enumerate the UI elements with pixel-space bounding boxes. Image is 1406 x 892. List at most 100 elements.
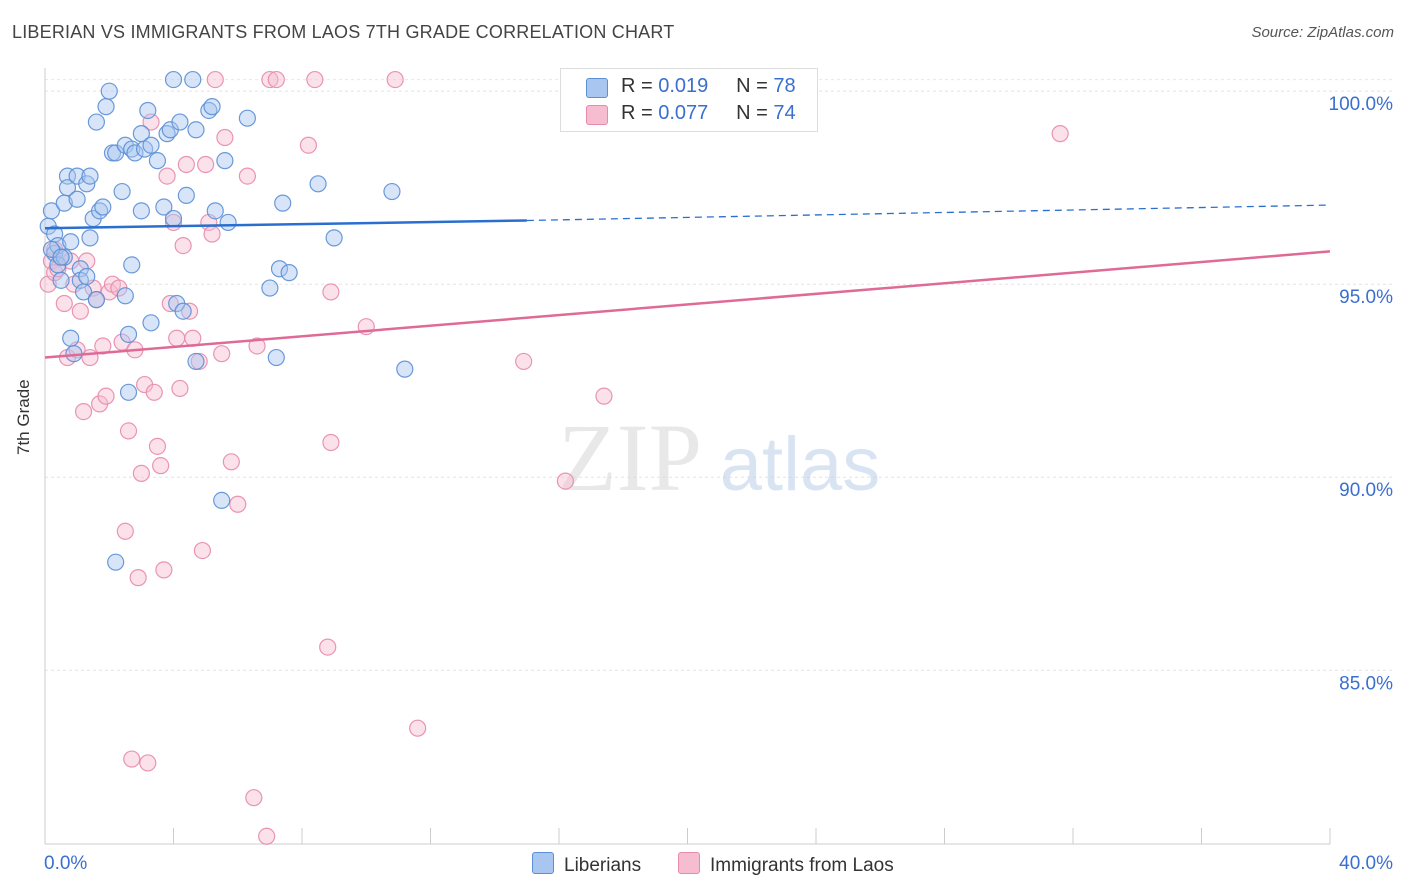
laos-point	[319, 638, 337, 656]
laos-point	[1051, 125, 1069, 143]
laos-point	[238, 167, 256, 185]
liberian-point	[309, 175, 327, 193]
r-value: 0.019	[658, 75, 709, 97]
watermark-zip: ZIP	[558, 404, 702, 511]
r-label: R =	[621, 102, 653, 124]
source-label: Source: ZipAtlas.com	[1251, 24, 1394, 41]
laos-point	[139, 754, 157, 772]
liberian-point	[52, 271, 70, 289]
liberian-point	[155, 198, 173, 216]
laos-point	[306, 70, 324, 89]
liberian-point	[52, 248, 70, 266]
liberian-point	[164, 209, 183, 228]
laos-point	[132, 464, 150, 482]
laos-point	[229, 495, 247, 513]
laos-point	[81, 348, 99, 367]
x-tick-label: 40.0%	[1339, 853, 1393, 874]
laos-point	[258, 827, 276, 845]
liberian-point	[206, 202, 224, 220]
n-label: N =	[736, 102, 768, 124]
laos-swatch	[678, 852, 700, 874]
liberian-point	[94, 198, 112, 216]
legend-label: Liberians	[564, 855, 642, 876]
liberian-point	[87, 291, 106, 309]
liberian-point	[119, 383, 138, 401]
liberian-point	[100, 82, 118, 100]
liberian-point	[216, 152, 234, 170]
laos-point	[193, 541, 212, 560]
liberian-point	[87, 113, 106, 131]
laos-point	[129, 569, 147, 587]
liberian-point	[219, 213, 237, 232]
watermark-atlas: atlas	[720, 422, 881, 507]
laos-point	[515, 352, 533, 371]
laos-point	[71, 302, 89, 320]
laos-point	[322, 433, 340, 452]
laos-point	[152, 457, 170, 475]
liberian-point	[270, 260, 289, 278]
chart-title: LIBERIAN VS IMMIGRANTS FROM LAOS 7TH GRA…	[12, 22, 675, 42]
series-immigrants-from-laos-points	[39, 70, 1069, 845]
liberian-point	[68, 190, 86, 208]
x-tick-labels: 0.0% 40.0%	[44, 853, 1393, 874]
liberian-point	[213, 491, 231, 509]
liberian-point	[126, 144, 144, 162]
liberian-point	[203, 98, 221, 116]
legend-label: Immigrants from Laos	[710, 855, 894, 876]
liberian-point	[62, 329, 80, 347]
laos-point	[55, 294, 73, 313]
liberians-swatch	[532, 852, 554, 874]
laos-point	[299, 136, 318, 154]
y-tick-label: 100.0%	[1329, 94, 1394, 115]
liberian-point	[174, 302, 192, 320]
laos-point	[180, 302, 199, 320]
liberian-point	[396, 360, 414, 378]
laos-point	[386, 70, 404, 89]
laos-point	[409, 719, 427, 737]
y-tick-label: 85.0%	[1339, 673, 1393, 694]
laos-point	[206, 70, 224, 89]
laos-point	[322, 283, 340, 301]
y-tick-labels: 85.0% 90.0% 95.0% 100.0%	[1329, 94, 1394, 694]
liberian-point	[107, 553, 125, 571]
legend-item-liberians[interactable]: Liberians	[532, 852, 641, 877]
liberian-point	[187, 352, 205, 371]
liberian-point	[325, 229, 343, 247]
liberian-point	[383, 182, 401, 201]
trend-lines	[44, 204, 1331, 359]
liberian-point	[184, 70, 202, 89]
n-label: N =	[736, 75, 768, 97]
laos-point	[213, 345, 231, 363]
liberian-point	[267, 348, 285, 367]
y-tick-label: 90.0%	[1339, 480, 1393, 501]
laos-point	[74, 403, 93, 421]
liberian-point	[139, 101, 157, 120]
laos-point	[595, 387, 613, 405]
laos-point	[556, 472, 575, 490]
laos-trend-line	[44, 250, 1331, 359]
liberian-point	[142, 136, 160, 154]
liberian-point	[123, 256, 141, 274]
liberian-point	[116, 287, 134, 305]
n-value: 74	[773, 102, 796, 124]
liberian-point	[119, 325, 138, 343]
laos-point	[203, 225, 221, 243]
laos-point	[197, 155, 215, 174]
laos-point	[171, 379, 189, 398]
liberian-point	[164, 70, 183, 89]
liberian-point	[238, 109, 256, 127]
liberian-point	[81, 229, 99, 247]
laos-point	[145, 383, 163, 401]
laos-point	[222, 453, 240, 471]
laos-point	[158, 167, 176, 185]
liberians-trend-line	[44, 219, 527, 230]
laos-point	[155, 561, 173, 579]
laos-point	[216, 128, 234, 147]
legend-item-laos[interactable]: Immigrants from Laos	[678, 852, 894, 877]
laos-point	[174, 236, 192, 255]
laos-swatch	[586, 105, 608, 125]
liberian-point	[142, 314, 160, 332]
liberians-swatch	[586, 78, 608, 98]
laos-point	[116, 522, 134, 540]
